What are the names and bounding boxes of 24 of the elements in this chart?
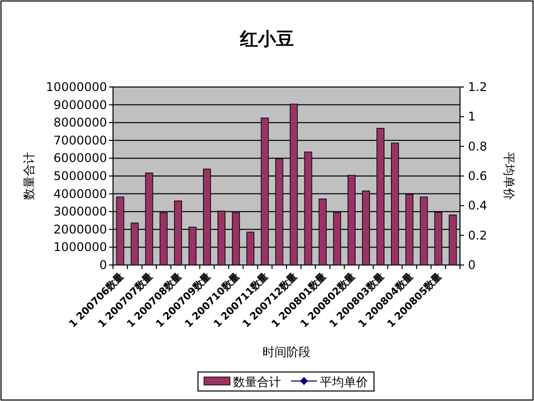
y-tick-label: 1000000: [54, 240, 107, 254]
y-tick-label: 8000000: [54, 116, 107, 130]
y-tick-label: 2000000: [54, 222, 107, 236]
y-tick-label: 4000000: [54, 186, 107, 201]
y-tick-label: 7000000: [54, 133, 107, 148]
legend-label: 平均单价: [320, 375, 368, 389]
y-axis-title: 数量合计: [22, 152, 36, 200]
y2-tick-label: 0.6: [468, 169, 488, 183]
chart-title: 红小豆: [239, 29, 294, 50]
y2-tick-label: 0: [468, 258, 476, 272]
y2-tick-label: 1: [468, 110, 476, 124]
legend-label: 数量合计: [233, 375, 281, 389]
y2-tick-label: 0.8: [468, 139, 488, 154]
y-tick-label: 9000000: [54, 98, 107, 112]
y2-tick-label: 0.4: [468, 198, 488, 213]
x-axis-title: 时间阶段: [262, 345, 310, 359]
y-tick-label: 10000000: [46, 80, 107, 94]
y-tick-label: 3000000: [54, 204, 107, 219]
y-tick-label: 0: [99, 258, 107, 272]
y2-tick-label: 0.2: [468, 228, 488, 242]
y-tick-label: 5000000: [54, 169, 107, 183]
y-tick-label: 6000000: [54, 151, 107, 166]
y2-tick-label: 1.2: [468, 80, 488, 94]
y2-axis-title: 平均单价: [502, 152, 516, 200]
